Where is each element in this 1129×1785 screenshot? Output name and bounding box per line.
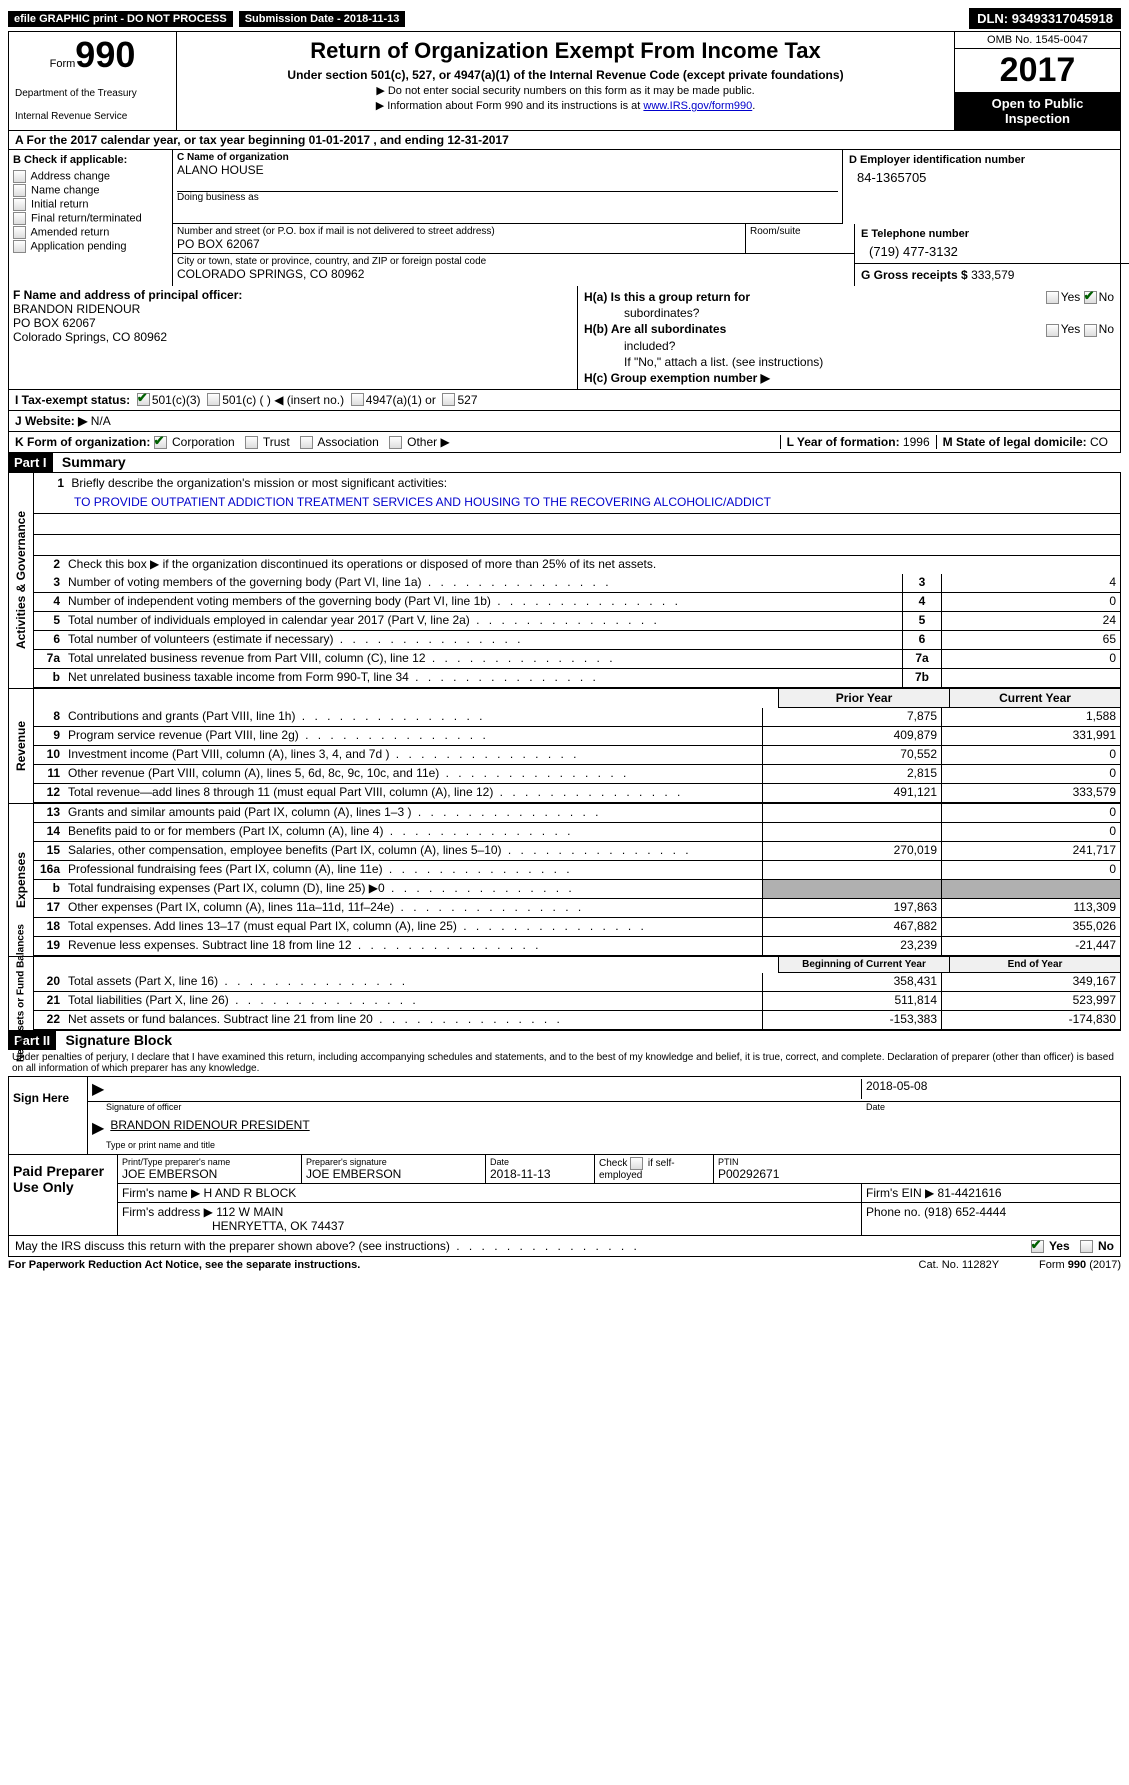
section-c: C Name of organization ALANO HOUSE Doing… <box>173 150 1120 286</box>
section-f-h: F Name and address of principal officer:… <box>8 286 1121 390</box>
section-f: F Name and address of principal officer:… <box>9 286 578 389</box>
topbar: efile GRAPHIC print - DO NOT PROCESS Sub… <box>8 8 1121 29</box>
checkbox[interactable] <box>1046 291 1059 304</box>
paid-preparer: Paid Preparer Use Only Print/Type prepar… <box>8 1154 1121 1236</box>
section-b-c-d: B Check if applicable: Address change Na… <box>8 150 1121 286</box>
expenses-section: Expenses 13Grants and similar amounts pa… <box>8 804 1121 957</box>
section-k: K Form of organization: Corporation Trus… <box>8 432 1121 453</box>
section-j: J Website: ▶ N/A <box>8 411 1121 432</box>
checkbox[interactable] <box>442 393 455 406</box>
sign-here: Sign Here ▶ 2018-05-08 Signature of offi… <box>8 1077 1121 1154</box>
section-i: I Tax-exempt status: 501(c)(3) 501(c) ( … <box>8 390 1121 411</box>
mission-text: TO PROVIDE OUTPATIENT ADDICTION TREATMEN… <box>34 493 1120 514</box>
section-a: A For the 2017 calendar year, or tax yea… <box>8 131 1121 150</box>
revenue-section: Revenue Prior Year Current Year 8Contrib… <box>8 689 1121 804</box>
checkbox[interactable] <box>137 393 150 406</box>
form-number-cell: Form990 Department of the Treasury Inter… <box>9 32 177 130</box>
checkbox[interactable] <box>1046 324 1059 337</box>
form-header: Form990 Department of the Treasury Inter… <box>8 31 1121 131</box>
submission-tag: Submission Date - 2018-11-13 <box>239 11 406 27</box>
dln: DLN: 93493317045918 <box>969 8 1121 29</box>
section-b: B Check if applicable: Address change Na… <box>9 150 173 286</box>
footer: For Paperwork Reduction Act Notice, see … <box>8 1257 1121 1273</box>
discuss-row: May the IRS discuss this return with the… <box>8 1236 1121 1257</box>
section-h: H(a) Is this a group return for Yes No s… <box>578 286 1120 389</box>
checkbox[interactable] <box>207 393 220 406</box>
checkbox[interactable] <box>351 393 364 406</box>
year-cell: OMB No. 1545-0047 2017 Open to Public In… <box>954 32 1120 130</box>
checkbox[interactable] <box>1084 324 1097 337</box>
part-i-header: Part I Summary <box>8 453 1121 472</box>
part-ii-header: Part II Signature Block <box>8 1031 1121 1050</box>
section-d: D Employer identification number 84-1365… <box>842 150 1120 224</box>
checkbox[interactable] <box>1084 291 1097 304</box>
declaration: Under penalties of perjury, I declare th… <box>8 1050 1121 1077</box>
efile-tag: efile GRAPHIC print - DO NOT PROCESS <box>8 11 233 27</box>
netassets-section: Net Assets or Fund Balances Beginning of… <box>8 957 1121 1031</box>
governance-section: Activities & Governance 1 Briefly descri… <box>8 472 1121 689</box>
title-cell: Return of Organization Exempt From Incom… <box>177 32 954 130</box>
irs-link[interactable]: www.IRS.gov/form990 <box>643 100 752 112</box>
